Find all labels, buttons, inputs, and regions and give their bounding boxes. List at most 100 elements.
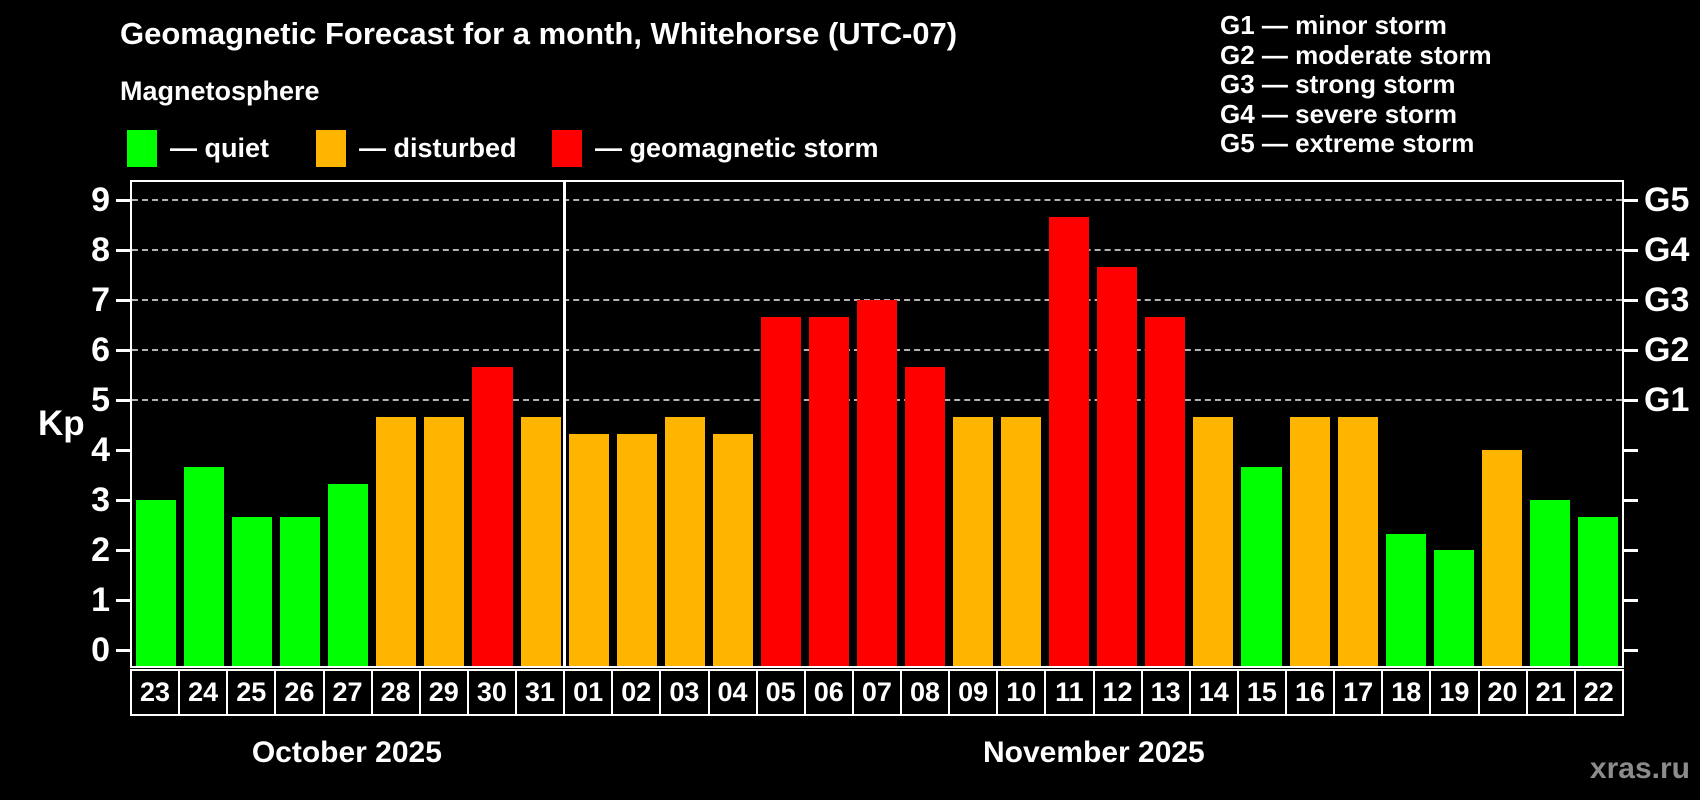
day-axis-row: 23 24 25 26 27 28 29 30 31 01 02 03 04 05 06 07 08 09 10 11… [130,669,1624,716]
g5-legend-line: G5 — extreme storm [1220,128,1475,159]
y-tick-label-0: 0 [91,631,110,669]
y-tick-right-4 [1624,449,1638,452]
plot-area [132,182,1622,666]
kp-bar-06 [808,316,849,666]
y-tick-left-6 [116,349,130,352]
day-box-30: 30 [466,669,517,716]
gridline-kp8 [132,249,1622,251]
g1-legend-line: G1 — minor storm [1220,10,1447,40]
day-box-26: 26 [274,669,325,716]
day-box-06: 06 [803,669,854,716]
watermark: xras.ru [1589,752,1690,785]
gridline-kp9 [132,199,1622,201]
y-tick-right-5 [1624,399,1638,402]
y-tick-left-3 [116,499,130,502]
legend-item-label: — geomagnetic storm [595,132,879,163]
g2-legend-line: G2 — moderate storm [1220,39,1492,70]
kp-bar-18 [1385,533,1426,666]
y-tick-left-4 [116,449,130,452]
kp-bar-20 [1481,450,1522,666]
kp-bar-13 [1145,316,1186,666]
kp-bar-27 [328,483,369,666]
y-tick-right-6 [1624,349,1638,352]
y-tick-right-7 [1624,299,1638,302]
y-tick-right-9 [1624,199,1638,202]
y-tick-label-1: 1 [91,581,110,619]
legend-item-label: — quiet [170,132,269,163]
kp-bar-26 [280,516,321,666]
quiet-swatch-icon [127,129,157,167]
y-tick-label-4: 4 [91,431,110,469]
kp-bar-02 [616,433,657,666]
y-axis-title: Kp [38,404,85,443]
day-box-24: 24 [178,669,229,716]
legend-item-quiet: — quiet [127,128,269,168]
g-axis-label-g3: G3 [1644,281,1690,319]
kp-bar-19 [1433,550,1474,666]
legend-item-storm: — geomagnetic storm [552,128,879,168]
y-tick-label-5: 5 [91,381,110,419]
day-box-31: 31 [515,669,566,716]
y-tick-left-0 [116,649,130,652]
day-box-13: 13 [1140,669,1191,716]
kp-bar-24 [184,466,225,666]
g-scale-legend: G1 — minor storm G2 — moderate storm G3 … [1220,10,1492,159]
y-tick-label-7: 7 [91,281,110,319]
day-box-07: 07 [851,669,902,716]
legend-item-label: — disturbed [359,132,517,163]
day-box-23: 23 [130,669,181,716]
y-tick-left-8 [116,249,130,252]
kp-bar-03 [664,416,705,666]
day-box-29: 29 [418,669,469,716]
legend-item-disturbed: — disturbed [316,128,517,168]
kp-bar-22 [1577,516,1618,666]
g-axis-label-g1: G1 [1644,381,1690,419]
day-box-19: 19 [1429,669,1480,716]
y-tick-left-2 [116,549,130,552]
kp-bar-12 [1097,266,1138,666]
kp-bar-28 [376,416,417,666]
kp-bar-14 [1193,416,1234,666]
y-tick-right-0 [1624,649,1638,652]
y-tick-right-1 [1624,599,1638,602]
kp-bar-30 [472,366,513,666]
kp-bar-01 [568,433,609,666]
day-box-11: 11 [1044,669,1095,716]
kp-bar-05 [760,316,801,666]
disturbed-swatch-icon [316,129,346,167]
y-tick-label-9: 9 [91,181,110,219]
y-tick-label-6: 6 [91,331,110,369]
month-separator [563,182,567,666]
y-tick-left-7 [116,299,130,302]
day-box-17: 17 [1333,669,1384,716]
day-box-25: 25 [226,669,277,716]
day-box-28: 28 [370,669,421,716]
storm-swatch-icon [552,129,582,167]
kp-bar-08 [905,366,946,666]
day-box-21: 21 [1525,669,1576,716]
day-box-09: 09 [948,669,999,716]
day-box-05: 05 [755,669,806,716]
day-box-22: 22 [1573,669,1624,716]
kp-bar-25 [232,516,273,666]
day-box-16: 16 [1285,669,1336,716]
kp-bar-07 [856,300,898,666]
page-title: Geomagnetic Forecast for a month, Whiteh… [120,16,958,51]
kp-bar-29 [424,416,465,666]
g3-legend-line: G3 — strong storm [1220,69,1456,100]
y-tick-left-9 [116,199,130,202]
y-tick-label-8: 8 [91,231,110,269]
g-axis-label-g4: G4 [1644,231,1690,269]
day-box-14: 14 [1188,669,1239,716]
kp-bar-10 [1001,416,1042,666]
kp-bar-09 [953,416,994,666]
kp-bar-21 [1529,500,1570,666]
magnetosphere-label: Magnetosphere [120,76,320,106]
y-tick-right-3 [1624,499,1638,502]
y-tick-left-1 [116,599,130,602]
kp-bar-11 [1049,216,1090,666]
kp-bar-31 [520,416,561,666]
day-box-08: 08 [900,669,951,716]
kp-bar-15 [1241,466,1282,666]
